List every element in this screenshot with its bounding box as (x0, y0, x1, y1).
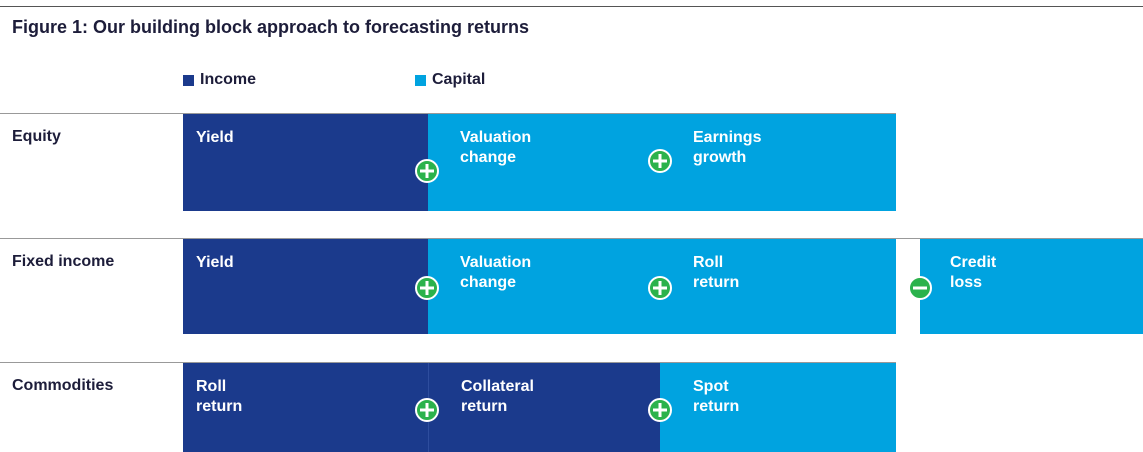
block: Yield (183, 114, 428, 211)
title: Figure 1: Our building block approach to… (12, 17, 530, 37)
minus-icon (908, 276, 932, 300)
plus-icon (648, 149, 672, 173)
plus-icon (415, 276, 439, 300)
block: Spot return (660, 363, 896, 452)
row-rule (0, 238, 1143, 239)
block: Roll return (693, 254, 740, 291)
block: Collateral return (428, 363, 660, 452)
block: Roll return (183, 363, 428, 452)
legend-item: Income (183, 71, 256, 89)
block: Earnings growth (693, 129, 762, 166)
plus-icon (648, 398, 672, 422)
row-label: Fixed income (12, 253, 115, 270)
plus-icon (415, 159, 439, 183)
top-rule (0, 6, 1143, 7)
plus-icon (415, 398, 439, 422)
legend-swatch (415, 74, 426, 86)
row-label: Equity (12, 128, 61, 145)
legend-swatch (183, 74, 194, 86)
row-rule (0, 362, 896, 363)
legend-label: Income (200, 71, 257, 88)
row-label: Commodities (12, 377, 114, 394)
legend-label: Capital (432, 71, 486, 88)
block: Yield (183, 239, 428, 334)
block: Credit loss (920, 239, 1143, 334)
legend-item: Capital (415, 71, 485, 89)
block: Valuation change (460, 129, 532, 166)
row-rule (0, 113, 896, 114)
block: Valuation change (460, 254, 532, 291)
plus-icon (648, 276, 672, 300)
